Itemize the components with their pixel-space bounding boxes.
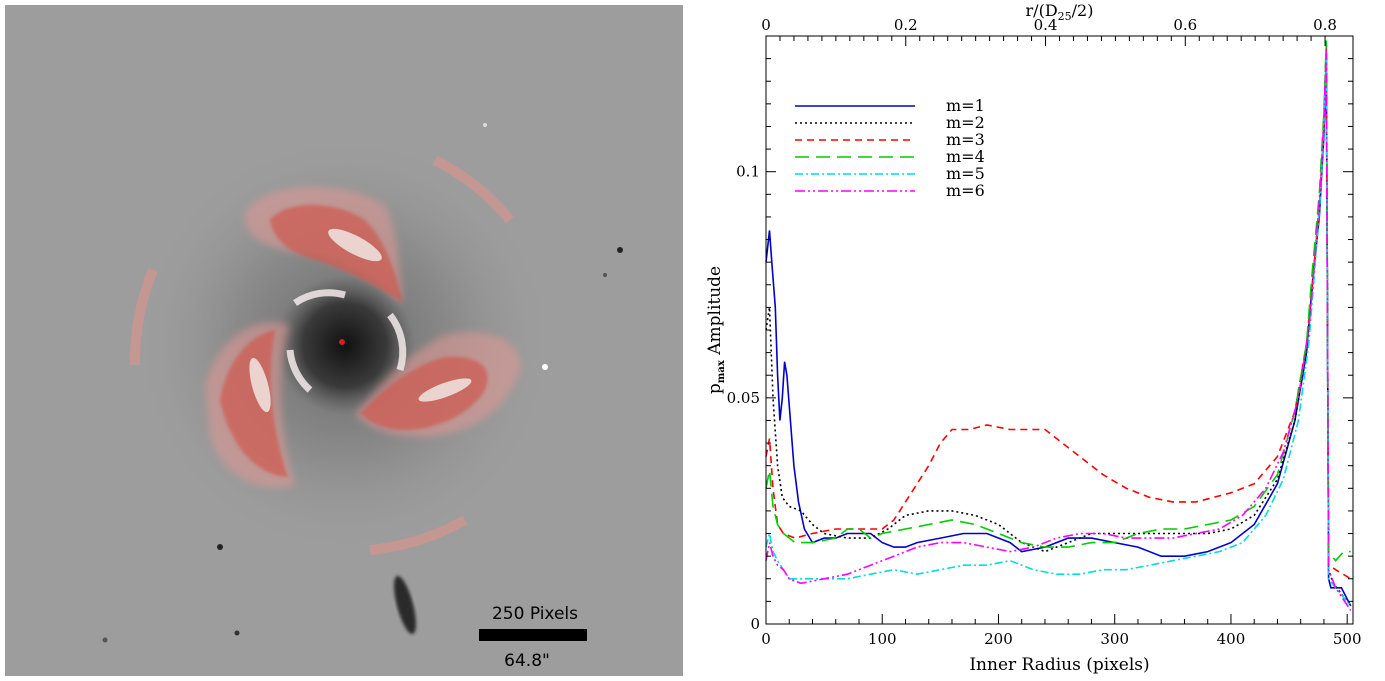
plot-series <box>765 40 1352 611</box>
galaxy-center <box>339 339 345 345</box>
y-tick-label: 0 <box>750 615 760 633</box>
stars <box>102 123 623 643</box>
arm-highlights <box>249 228 472 413</box>
galaxy-svg: 250 Pixels 64.8" <box>5 5 683 676</box>
legend-label-m3: m=3 <box>946 130 985 149</box>
ticks <box>765 35 1353 625</box>
tick-labels: 0 100 200 300 400 500 0 0.2 0.4 0.6 0.8 0 0.05 0.1 <box>727 16 1362 648</box>
scale-bar-pixels-label: 250 Pixels <box>492 604 578 624</box>
x-tick-label: 500 <box>1333 630 1362 648</box>
top-tick-label: 0 <box>761 16 771 34</box>
series-line-m6 <box>765 49 1352 611</box>
series-line-m3 <box>765 44 1352 580</box>
x-tick-label: 400 <box>1217 630 1246 648</box>
legend-label-m1: m=1 <box>946 96 985 115</box>
x-tick-label: 300 <box>1100 630 1129 648</box>
plot-frame <box>765 35 1354 625</box>
y-tick-label: 0.05 <box>727 389 760 407</box>
chart-panel: 0 100 200 300 400 500 0 0.2 0.4 0.6 0.8 0 0.05 0.1 In… <box>700 0 1385 677</box>
x-tick-label: 0 <box>761 630 771 648</box>
x-tick-label: 100 <box>868 630 897 648</box>
top-tick-label: 0.8 <box>1313 16 1337 34</box>
galaxy-core <box>275 275 415 415</box>
legend-label-m5: m=5 <box>946 164 985 183</box>
y-axis-label: pmax Amplitude <box>705 266 727 394</box>
series-line-m5 <box>765 49 1352 607</box>
series-line-m2 <box>765 44 1352 607</box>
legend-label-m2: m=2 <box>946 113 985 132</box>
x-axis-label: Inner Radius (pixels) <box>969 655 1149 675</box>
scale-bar <box>479 629 587 641</box>
top-tick-label: 0.4 <box>1034 16 1058 34</box>
x-tick-label: 200 <box>984 630 1013 648</box>
legend-label-m4: m=4 <box>946 147 985 166</box>
top-axis-label: r/(D25/2) <box>1026 1 1094 23</box>
legend: m=1m=2m=3m=4m=5m=6 <box>795 96 985 200</box>
amplitude-chart: 0 100 200 300 400 500 0 0.2 0.4 0.6 0.8 0 0.05 0.1 In… <box>705 1 1362 675</box>
series-line-m1 <box>765 58 1352 607</box>
y-tick-label: 0.1 <box>736 163 760 181</box>
outer-arcs <box>129 155 514 555</box>
top-tick-label: 0.6 <box>1173 16 1197 34</box>
series-line-m4 <box>765 40 1351 562</box>
galaxy-image: 250 Pixels 64.8" <box>5 5 683 676</box>
scale-bar-arcsec-label: 64.8" <box>504 651 550 671</box>
top-tick-label: 0.2 <box>894 16 918 34</box>
legend-label-m6: m=6 <box>946 181 985 200</box>
